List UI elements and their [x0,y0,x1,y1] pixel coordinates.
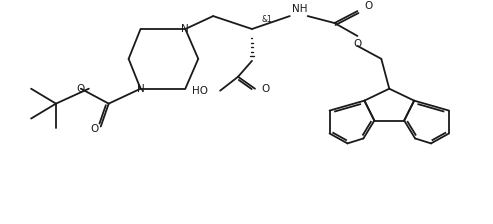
Text: NH: NH [292,4,308,14]
Text: &1: &1 [262,15,273,24]
Text: N: N [181,24,189,34]
Text: O: O [261,84,269,94]
Text: N: N [137,84,144,94]
Text: O: O [353,39,361,49]
Text: HO: HO [192,86,208,96]
Text: O: O [91,125,99,134]
Text: O: O [364,1,373,11]
Text: O: O [77,84,85,94]
